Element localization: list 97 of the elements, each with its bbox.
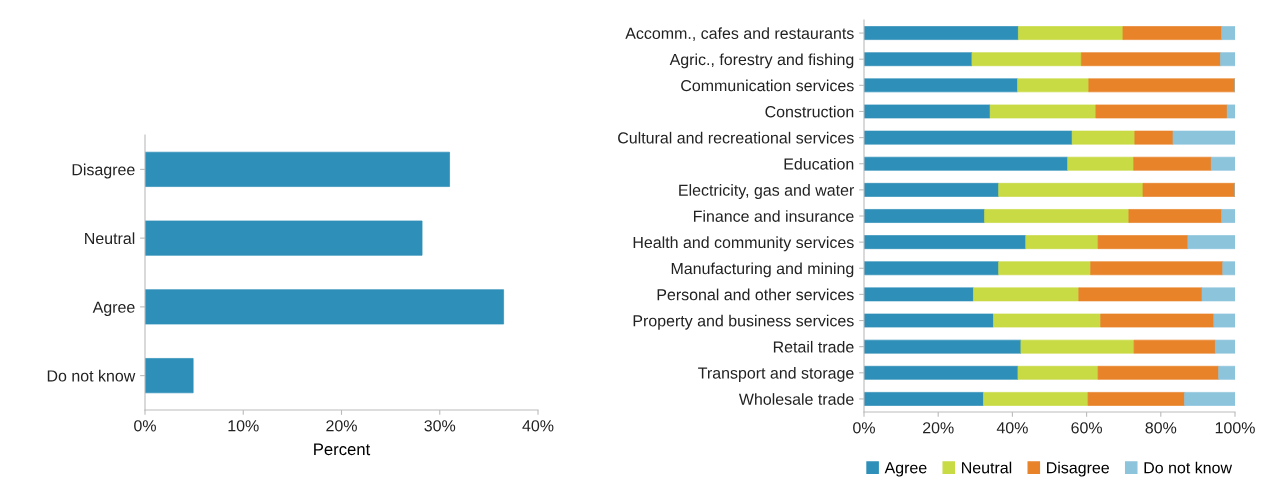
y-tick-label: Construction bbox=[765, 105, 854, 118]
bar bbox=[1210, 156, 1235, 171]
y-tick-label: Agree bbox=[92, 301, 135, 316]
x-axis-title: Percent bbox=[314, 443, 371, 456]
bar bbox=[864, 339, 1022, 354]
bar bbox=[1221, 26, 1235, 40]
bar bbox=[864, 182, 1000, 197]
bar bbox=[1095, 104, 1228, 119]
bar bbox=[1142, 182, 1235, 197]
y-tick-label: Transport and storage bbox=[698, 367, 854, 382]
x-tick-label: 100% bbox=[1215, 422, 1255, 434]
y-tick-label: Communication services bbox=[681, 79, 854, 92]
bar bbox=[1088, 78, 1235, 93]
legend-label: Do not know bbox=[1144, 461, 1233, 474]
bar bbox=[1201, 287, 1235, 302]
bar bbox=[864, 235, 1027, 250]
bar bbox=[1017, 365, 1099, 380]
bar bbox=[864, 52, 973, 67]
y-tick-label: Agric., forestry and fishing bbox=[669, 53, 854, 69]
x-tick-label: 60% bbox=[1071, 422, 1103, 434]
y-tick-label: Accomm., cafes and restaurants bbox=[625, 27, 854, 41]
x-tick-label: 20% bbox=[923, 422, 954, 434]
bar bbox=[145, 358, 194, 394]
y-tick-label: Retail trade bbox=[773, 340, 854, 353]
y-tick-label: Personal and other services bbox=[657, 288, 854, 301]
bar bbox=[993, 313, 1102, 328]
x-tick-label: 40% bbox=[996, 422, 1028, 434]
x-tick-label: 20% bbox=[326, 420, 357, 432]
bar bbox=[1067, 156, 1135, 171]
bar bbox=[864, 261, 1000, 276]
y-tick-label: Disagree bbox=[72, 163, 135, 179]
bar bbox=[864, 78, 1018, 93]
bar bbox=[145, 220, 423, 256]
legend-label: Agree bbox=[884, 462, 927, 477]
bar bbox=[864, 104, 991, 119]
bar bbox=[984, 209, 1130, 223]
bar bbox=[864, 209, 985, 223]
bar bbox=[971, 52, 1082, 67]
bar bbox=[864, 156, 1069, 171]
bar bbox=[998, 182, 1144, 197]
x-tick-label: 0% bbox=[134, 420, 156, 432]
bar bbox=[1100, 313, 1215, 328]
bar bbox=[1134, 130, 1174, 145]
bar bbox=[864, 287, 974, 302]
x-tick-label: 40% bbox=[522, 420, 554, 432]
bar bbox=[1087, 392, 1185, 406]
y-tick-label: Property and business services bbox=[633, 314, 854, 330]
bar bbox=[1020, 339, 1135, 354]
bar bbox=[1214, 339, 1235, 354]
y-tick-label: Health and community services bbox=[633, 236, 854, 252]
bar bbox=[1078, 287, 1203, 302]
bar bbox=[1071, 130, 1136, 145]
bar bbox=[864, 392, 984, 406]
bar bbox=[1097, 365, 1220, 380]
bar bbox=[1172, 130, 1235, 145]
bar bbox=[998, 261, 1092, 276]
bar bbox=[864, 26, 1019, 40]
bar bbox=[864, 365, 1019, 380]
bar bbox=[864, 130, 1073, 145]
y-tick-label: Do not know bbox=[47, 369, 136, 382]
bar bbox=[983, 392, 1089, 406]
x-tick-label: 30% bbox=[424, 420, 456, 432]
bar bbox=[145, 289, 504, 325]
bar bbox=[1221, 209, 1235, 223]
bar bbox=[1184, 392, 1235, 406]
bar bbox=[1128, 209, 1222, 223]
bar bbox=[1222, 261, 1235, 276]
bar bbox=[1017, 78, 1090, 93]
x-tick-label: 0% bbox=[853, 422, 875, 434]
bar bbox=[1187, 235, 1235, 250]
bar bbox=[989, 104, 1097, 119]
legend-label: Disagree bbox=[1047, 461, 1109, 477]
x-tick-label: 10% bbox=[228, 420, 259, 432]
bar bbox=[864, 313, 994, 328]
bar bbox=[1218, 365, 1235, 380]
bar bbox=[1226, 104, 1235, 119]
bar bbox=[1097, 235, 1189, 250]
x-tick-label: 80% bbox=[1145, 422, 1177, 434]
y-tick-label: Wholesale trade bbox=[738, 393, 854, 405]
y-tick-label: Finance and insurance bbox=[694, 210, 854, 222]
bar bbox=[1090, 261, 1224, 276]
bar bbox=[145, 151, 450, 187]
y-tick-label: Electricity, gas and water bbox=[679, 184, 855, 199]
y-tick-label: Education bbox=[784, 157, 854, 170]
bar bbox=[1122, 26, 1222, 40]
y-tick-label: Cultural and recreational services bbox=[618, 131, 854, 144]
bar bbox=[1017, 26, 1124, 40]
bar bbox=[1081, 52, 1221, 67]
y-tick-label: Neutral bbox=[85, 232, 135, 245]
bar bbox=[1220, 52, 1235, 67]
legend-label: Neutral bbox=[962, 461, 1012, 474]
bar bbox=[1133, 339, 1216, 354]
bar bbox=[1133, 156, 1212, 171]
bar bbox=[1213, 313, 1235, 328]
bar bbox=[1025, 235, 1099, 250]
bar bbox=[973, 287, 1080, 302]
y-tick-label: Manufacturing and mining bbox=[671, 262, 854, 278]
